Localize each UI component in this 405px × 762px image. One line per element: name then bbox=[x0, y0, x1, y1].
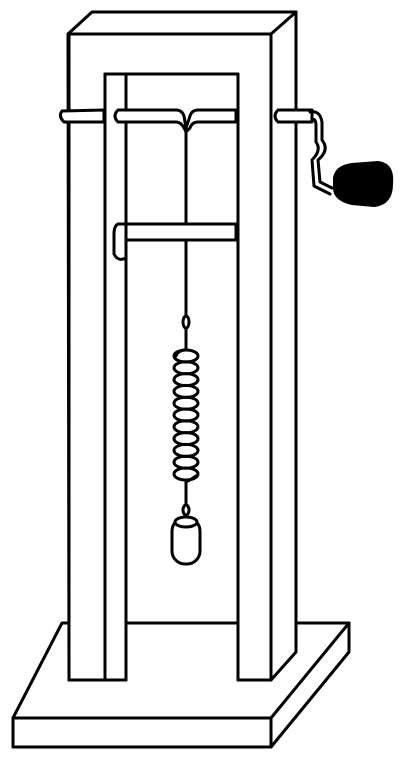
weight-hook-loop bbox=[181, 503, 191, 517]
frame bbox=[66, 10, 298, 682]
hand-crank bbox=[308, 110, 334, 196]
base-plate bbox=[11, 621, 351, 749]
coil-spring bbox=[172, 348, 200, 484]
hanging-weight bbox=[170, 515, 202, 566]
crank-knob bbox=[333, 160, 394, 208]
thread-loop bbox=[181, 314, 191, 330]
support-shelf bbox=[112, 222, 238, 261]
axle-rod bbox=[58, 108, 314, 134]
